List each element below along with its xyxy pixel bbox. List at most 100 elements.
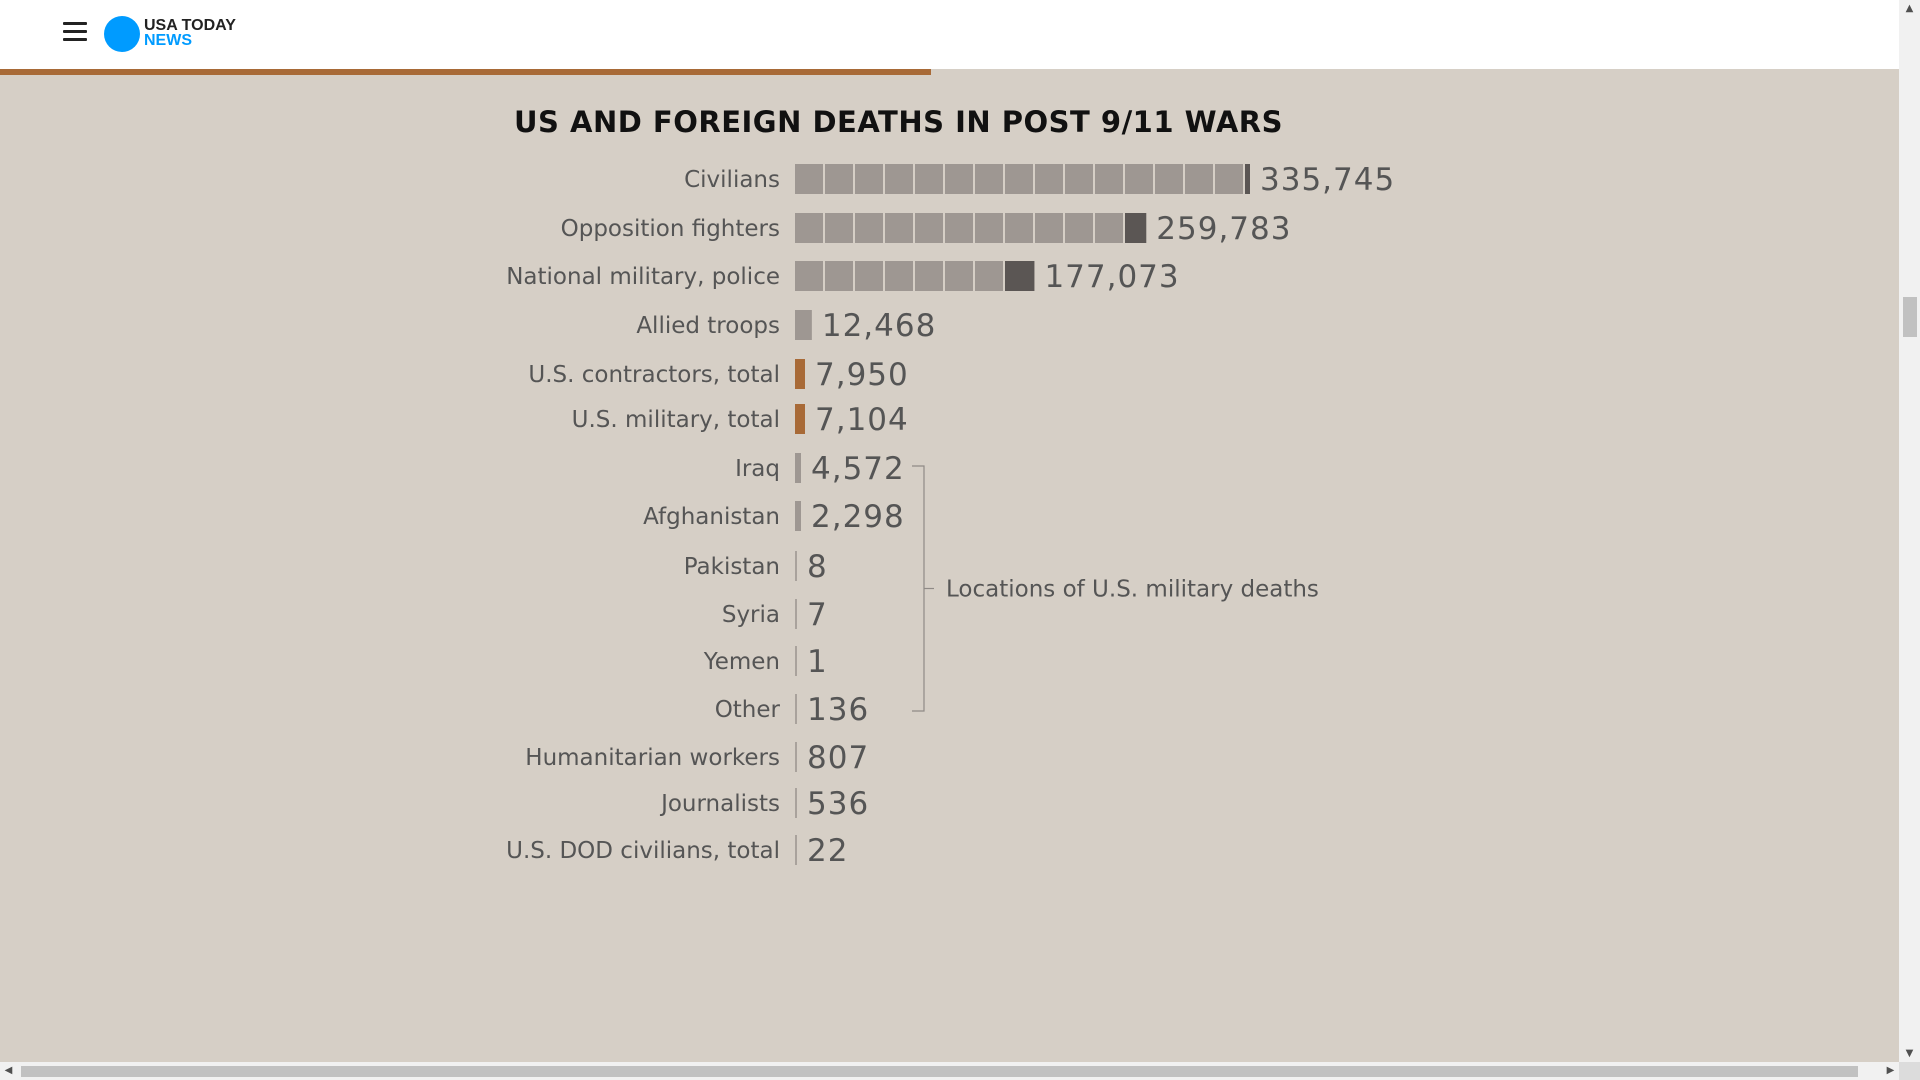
hamburger-menu-icon[interactable] xyxy=(63,22,87,42)
bar-segment xyxy=(825,261,853,291)
bar-segment xyxy=(885,261,913,291)
bar-segment xyxy=(975,213,1003,243)
bar-segment xyxy=(795,261,823,291)
value-label-civilians: 335,745 xyxy=(1260,162,1395,198)
bar-segment xyxy=(855,164,883,194)
value-label-opposition-fighters: 259,783 xyxy=(1156,211,1291,247)
bar-segment-partial xyxy=(1245,164,1250,194)
horizontal-scrollbar[interactable]: ◀ ▶ xyxy=(0,1062,1899,1080)
reading-progress-bar xyxy=(0,69,931,75)
category-label-afghanistan: Afghanistan xyxy=(643,504,780,530)
category-label-u-s-contractors-total: U.S. contractors, total xyxy=(528,362,780,388)
scroll-right-arrow-icon[interactable]: ▶ xyxy=(1886,1065,1895,1076)
value-label-afghanistan: 2,298 xyxy=(811,499,905,535)
bar-segment-partial xyxy=(1125,213,1147,243)
bar-segment xyxy=(1185,164,1213,194)
bar-segment xyxy=(1005,164,1033,194)
deaths-bar-chart: Civilians 335,745 Opposition fighters 259,7… xyxy=(506,162,1395,869)
category-label-syria: Syria xyxy=(722,602,780,628)
bar-u-s-contractors-total xyxy=(795,359,805,389)
category-label-civilians: Civilians xyxy=(684,167,780,193)
category-label-journalists: Journalists xyxy=(659,791,780,817)
bar-segment xyxy=(1065,164,1093,194)
value-label-u-s-contractors-total: 7,950 xyxy=(815,357,909,393)
bar-rect xyxy=(795,359,805,389)
bar-opposition-fighters xyxy=(795,213,1147,243)
bar-rect xyxy=(795,742,797,772)
value-label-humanitarian-workers: 807 xyxy=(807,740,869,776)
bar-segment xyxy=(1155,164,1183,194)
scroll-down-arrow-icon[interactable]: ▼ xyxy=(1905,1048,1914,1059)
bar-rect xyxy=(795,453,801,483)
bar-rect xyxy=(795,599,797,629)
top-navigation-bar: USA TODAY NEWS xyxy=(0,0,1899,69)
category-label-national-military-police: National military, police xyxy=(506,264,780,290)
category-label-allied-troops: Allied troops xyxy=(636,313,780,339)
bar-segment xyxy=(915,261,943,291)
bar-segment xyxy=(1035,164,1063,194)
bar-segment xyxy=(1215,164,1243,194)
bar-yemen xyxy=(795,646,797,676)
vertical-scrollbar[interactable]: ▲ ▼ xyxy=(1899,0,1920,1062)
bar-segment xyxy=(1005,213,1033,243)
bar-rect xyxy=(795,646,797,676)
bar-civilians xyxy=(795,164,1250,194)
bar-segment xyxy=(795,164,823,194)
logo-section-name[interactable]: NEWS xyxy=(144,32,192,49)
bar-segment xyxy=(1095,164,1123,194)
bar-segment xyxy=(1095,213,1123,243)
value-label-other: 136 xyxy=(807,692,869,728)
bar-rect xyxy=(795,551,797,581)
value-label-allied-troops: 12,468 xyxy=(822,308,936,344)
bar-humanitarian-workers xyxy=(795,742,797,772)
scrollbar-corner xyxy=(1899,1062,1920,1080)
usa-today-logo-dot[interactable] xyxy=(104,16,140,52)
bar-segment xyxy=(945,213,973,243)
category-label-u-s-military-total: U.S. military, total xyxy=(572,407,780,433)
bar-segment xyxy=(975,164,1003,194)
category-label-yemen: Yemen xyxy=(703,649,780,675)
value-label-iraq: 4,572 xyxy=(811,451,905,487)
bar-journalists xyxy=(795,788,797,818)
value-label-pakistan: 8 xyxy=(807,549,828,585)
value-label-syria: 7 xyxy=(807,597,828,633)
bar-rect xyxy=(795,310,812,340)
bar-other xyxy=(795,694,797,724)
bar-segment xyxy=(915,213,943,243)
bar-iraq xyxy=(795,453,801,483)
bar-syria xyxy=(795,599,797,629)
annotation-bracket xyxy=(912,465,925,712)
scroll-up-arrow-icon[interactable]: ▲ xyxy=(1905,3,1914,14)
value-label-journalists: 536 xyxy=(807,786,869,822)
category-label-pakistan: Pakistan xyxy=(684,554,780,580)
vertical-scroll-thumb[interactable] xyxy=(1903,297,1917,337)
bar-segment xyxy=(885,213,913,243)
horizontal-scroll-thumb[interactable] xyxy=(21,1066,1858,1077)
bar-rect xyxy=(795,404,805,434)
category-label-opposition-fighters: Opposition fighters xyxy=(561,216,780,242)
category-label-humanitarian-workers: Humanitarian workers xyxy=(525,745,780,771)
bar-allied-troops xyxy=(795,310,812,340)
logo-wordmark[interactable]: USA TODAY xyxy=(144,17,236,34)
bar-rect xyxy=(795,501,801,531)
bar-segment xyxy=(1035,213,1063,243)
value-label-u-s-military-total: 7,104 xyxy=(815,402,909,438)
bar-u-s-dod-civilians-total xyxy=(795,835,797,865)
bar-pakistan xyxy=(795,551,797,581)
bar-segment xyxy=(915,164,943,194)
category-label-iraq: Iraq xyxy=(735,456,780,482)
value-label-national-military-police: 177,073 xyxy=(1044,259,1179,295)
bar-segment xyxy=(825,213,853,243)
bar-segment xyxy=(945,261,973,291)
bar-segment xyxy=(1065,213,1093,243)
bar-segment xyxy=(855,261,883,291)
category-label-u-s-dod-civilians-total: U.S. DOD civilians, total xyxy=(506,838,780,864)
bar-national-military-police xyxy=(795,261,1035,291)
value-label-yemen: 1 xyxy=(807,644,828,680)
bar-segment xyxy=(945,164,973,194)
scroll-left-arrow-icon[interactable]: ◀ xyxy=(4,1065,13,1076)
bar-segment xyxy=(855,213,883,243)
bar-u-s-military-total xyxy=(795,404,805,434)
annotation-text: Locations of U.S. military deaths xyxy=(946,577,1319,603)
bar-afghanistan xyxy=(795,501,801,531)
